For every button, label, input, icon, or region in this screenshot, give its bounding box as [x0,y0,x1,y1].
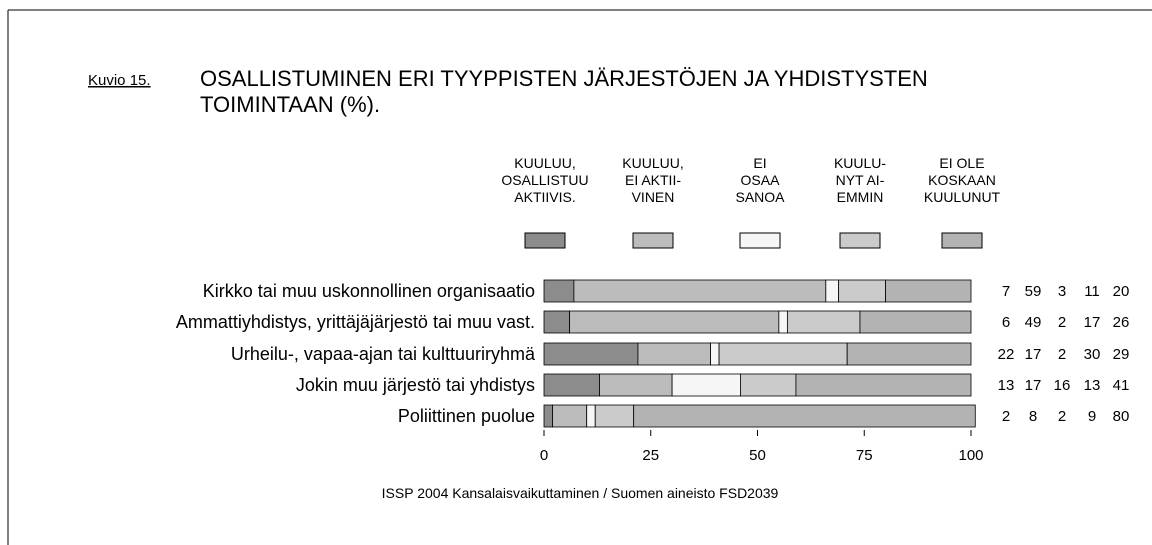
bar-segment [718,342,848,366]
legend-swatch [524,232,566,249]
value-label: 2 [1002,408,1010,425]
bar-segment [786,310,861,334]
value-label: 3 [1058,283,1066,300]
x-tick-label: 100 [958,447,983,464]
note: ISSP 2004 Kansalaisvaikuttaminen / Suome… [382,485,779,501]
bar-segment [599,373,673,397]
value-label: 7 [1002,283,1010,300]
bar-segment [795,373,972,397]
bar-segment [778,310,788,334]
category-label: Urheilu-, vapaa-ajan tai kulttuuriryhmä [231,344,536,364]
value-label: 17 [1025,346,1042,363]
value-label: 22 [998,346,1015,363]
category-label: Poliittinen puolue [398,406,535,426]
legend-label: KUULUU, EI AKTII-VINEN [622,155,683,205]
bar-segment [552,404,588,428]
value-label: 29 [1113,346,1130,363]
value-label: 2 [1058,346,1066,363]
category-label: Jokin muu järjestö tai yhdistys [296,375,535,395]
bar-segment [594,404,635,428]
value-label: 49 [1025,314,1042,331]
bar-segment [543,342,639,366]
bar-segment [586,404,596,428]
x-tick-label: 50 [749,447,766,464]
x-tick-label: 75 [856,447,873,464]
value-label: 30 [1084,346,1101,363]
bar-segment [569,310,780,334]
bar-segment [671,373,741,397]
bar-segment [543,279,575,303]
legend-swatch [739,232,781,249]
bar-segment [637,342,711,366]
value-label: 80 [1113,408,1130,425]
value-label: 9 [1088,408,1096,425]
bar-segment [573,279,827,303]
value-label: 6 [1002,314,1010,331]
bar-segment [838,279,887,303]
value-label: 2 [1058,314,1066,331]
category-label: Kirkko tai muu uskonnollinen organisaati… [203,281,535,301]
x-tick-label: 0 [540,447,548,464]
value-label: 2 [1058,408,1066,425]
legend-label: KUULU-NYT AI-EMMIN [834,155,886,205]
bar-segment [825,279,840,303]
bar-segment [543,310,571,334]
value-label: 8 [1029,408,1037,425]
legend-swatch [839,232,881,249]
value-label: 16 [1054,377,1071,394]
value-label: 59 [1025,283,1042,300]
bar-segment [740,373,797,397]
category-label: Ammattiyhdistys, yrittäjäjärjestö tai mu… [176,312,535,332]
bar-segment [859,310,972,334]
x-tick-label: 25 [642,447,659,464]
legend-label: KUULUU, OSALLISTUU AKTIIVIS. [501,155,588,205]
value-label: 11 [1084,283,1100,300]
value-label: 20 [1113,283,1130,300]
value-label: 41 [1113,377,1130,394]
bar-segment [885,279,972,303]
value-label: 13 [1084,377,1101,394]
figure-label: Kuvio 15. [88,72,151,89]
bar-segment [543,373,600,397]
chart-title: OSALLISTUMINEN ERI TYYPPISTEN JÄRJESTÖJE… [200,66,928,117]
value-label: 13 [998,377,1015,394]
bar-segment [710,342,720,366]
value-label: 17 [1084,314,1101,331]
legend-swatch [941,232,983,249]
bar-segment [633,404,976,428]
bar-segment [543,404,553,428]
value-label: 26 [1113,314,1130,331]
legend-label: EI OLE KOSKAAN KUULUNUT [924,155,1001,205]
legend-swatch [632,232,674,249]
legend-label: EI OSAA SANOA [735,155,785,205]
bar-segment [846,342,972,366]
value-label: 17 [1025,377,1042,394]
